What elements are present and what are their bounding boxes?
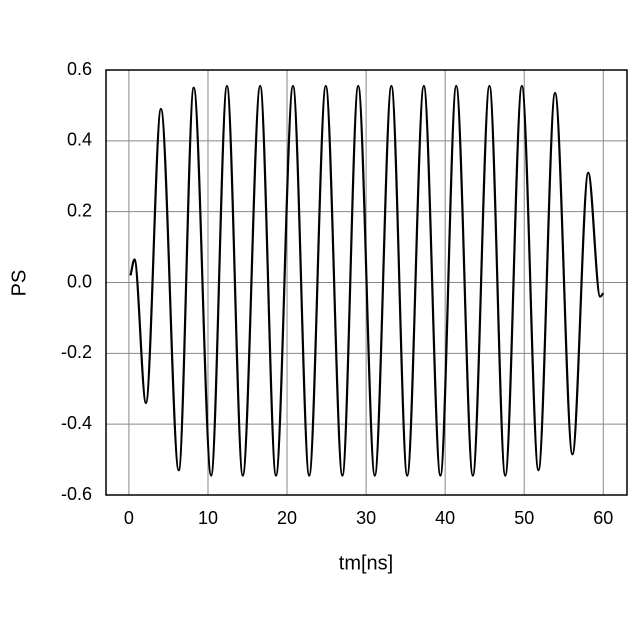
y-tick-label: 0.6 bbox=[67, 59, 92, 79]
x-tick-label: 60 bbox=[593, 508, 613, 528]
y-tick-label: 0.2 bbox=[67, 200, 92, 220]
y-tick-label: -0.4 bbox=[61, 413, 92, 433]
y-tick-label: -0.2 bbox=[61, 342, 92, 362]
x-tick-label: 20 bbox=[277, 508, 297, 528]
data-line bbox=[131, 86, 604, 476]
x-tick-label: 50 bbox=[514, 508, 534, 528]
chart: PS tm[ns] -0.6 -0.4 -0.2 0.0 0.2 0.4 0.6 0 10 20 3… bbox=[0, 0, 640, 640]
y-tick-label: 0.4 bbox=[67, 130, 92, 150]
x-tick-label: 10 bbox=[198, 508, 218, 528]
y-tick-label: 0.0 bbox=[67, 271, 92, 291]
x-axis-label: tm[ns] bbox=[339, 552, 393, 574]
x-tick-label: 40 bbox=[435, 508, 455, 528]
x-tick-label: 0 bbox=[124, 508, 134, 528]
y-axis-label: PS bbox=[8, 270, 30, 297]
x-tick-label: 30 bbox=[356, 508, 376, 528]
y-tick-label: -0.6 bbox=[61, 484, 92, 504]
